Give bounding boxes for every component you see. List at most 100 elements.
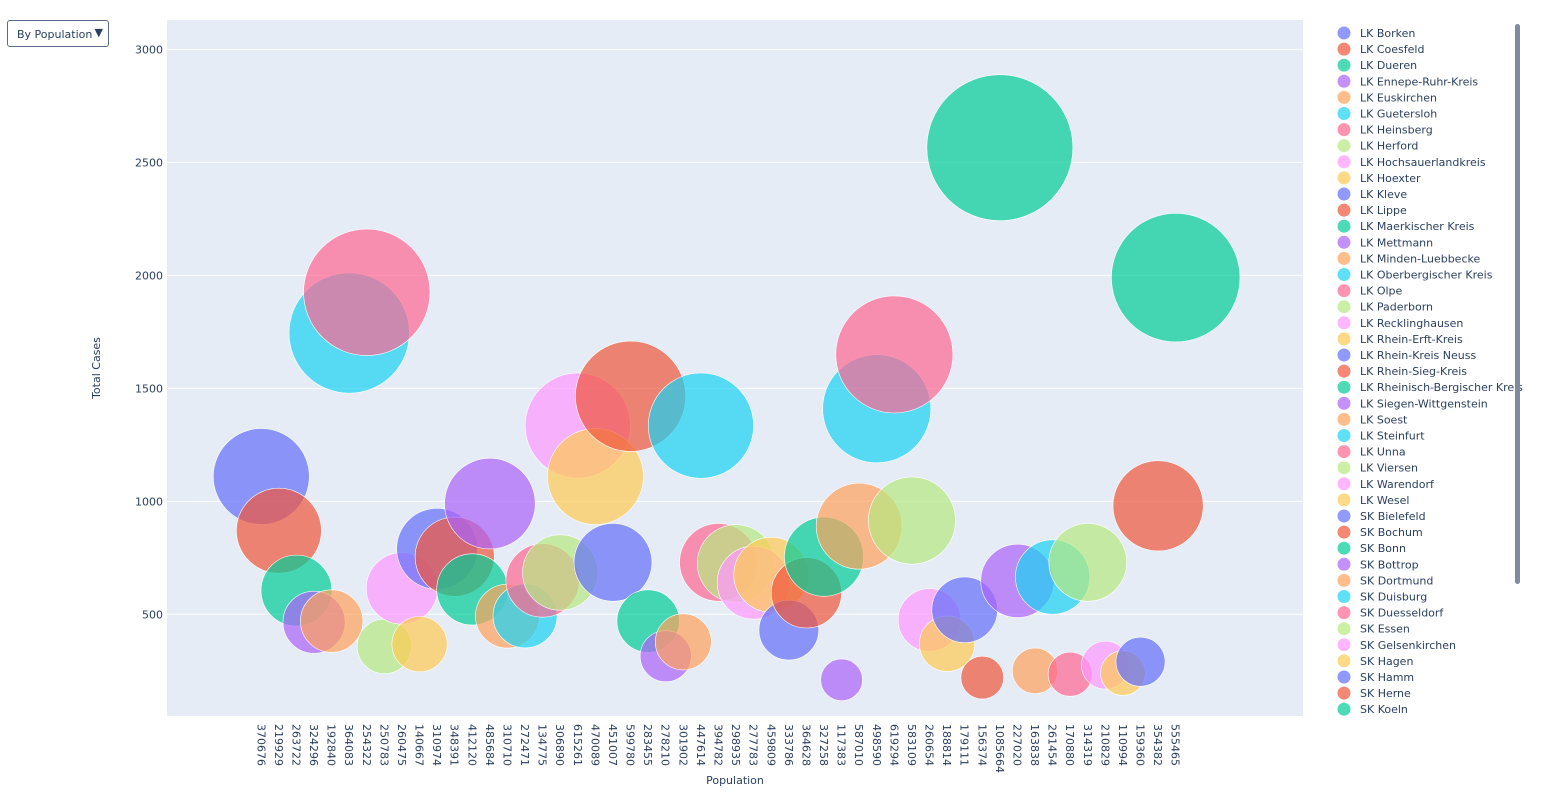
x-tick-label: 170880	[1063, 724, 1076, 766]
legend-marker	[1337, 493, 1351, 507]
x-tick-label: 272471	[518, 724, 531, 766]
legend-item[interactable]: LK Warendorf	[1360, 478, 1435, 491]
x-tick-label: 615261	[571, 724, 584, 766]
x-tick-label: 261454	[1046, 724, 1059, 766]
legend-item[interactable]: LK Rhein-Sieg-Kreis	[1360, 365, 1467, 378]
x-tick-label: 260475	[395, 724, 408, 766]
legend-item[interactable]: SK Duesseldorf	[1360, 607, 1444, 620]
legend-item[interactable]: LK Hochsauerlandkreis	[1360, 156, 1486, 169]
x-tick-label: 333786	[782, 724, 795, 766]
x-tick-label: 301902	[676, 724, 689, 766]
x-tick-label: 599780	[624, 724, 637, 766]
x-tick-label: 227020	[1010, 724, 1023, 766]
x-tick-label: 219929	[272, 724, 285, 766]
legend-item[interactable]: LK Siegen-Wittgenstein	[1360, 397, 1488, 410]
legend-item[interactable]: LK Borken	[1360, 27, 1415, 40]
legend-item[interactable]: SK Hamm	[1360, 671, 1414, 684]
legend-marker	[1337, 219, 1351, 233]
legend-marker	[1337, 123, 1351, 137]
legend-item[interactable]: LK Herford	[1360, 140, 1418, 153]
legend-item[interactable]: LK Recklinghausen	[1360, 317, 1463, 330]
x-tick-label: 583109	[905, 724, 918, 766]
x-tick-label: 619294	[887, 724, 900, 766]
legend-marker	[1337, 622, 1351, 636]
legend-marker	[1337, 332, 1351, 346]
x-tick-label: 298935	[729, 724, 742, 766]
legend-item[interactable]: SK Bielefeld	[1360, 510, 1426, 523]
bubble-point	[391, 616, 448, 673]
legend-marker	[1337, 90, 1351, 104]
legend-item[interactable]: LK Rhein-Erft-Kreis	[1360, 333, 1463, 346]
legend-item[interactable]: LK Rheinisch-Bergischer Kreis	[1360, 381, 1523, 394]
bubble-point	[655, 613, 712, 671]
y-tick-label: 2000	[135, 269, 163, 282]
legend-item[interactable]: LK Coesfeld	[1360, 43, 1424, 56]
legend-item[interactable]: LK Lippe	[1360, 204, 1407, 217]
bubble-point	[573, 523, 653, 602]
legend-item[interactable]: LK Hoexter	[1360, 172, 1421, 185]
x-tick-label: 324296	[307, 724, 320, 766]
legend-item[interactable]: LK Maerkischer Kreis	[1360, 220, 1475, 233]
legend-marker	[1337, 42, 1351, 56]
x-tick-label: 179111	[958, 724, 971, 766]
legend-item[interactable]: SK Hagen	[1360, 655, 1413, 668]
legend-item[interactable]: LK Rhein-Kreis Neuss	[1360, 349, 1476, 362]
legend-item[interactable]: LK Viersen	[1360, 462, 1418, 475]
x-tick-label: 260654	[923, 724, 936, 766]
legend-item[interactable]: SK Gelsenkirchen	[1360, 639, 1456, 652]
sort-dropdown[interactable]: By Population ▼	[7, 20, 109, 47]
bubble-point	[444, 457, 536, 550]
legend-marker	[1337, 525, 1351, 539]
legend-item[interactable]: LK Guetersloh	[1360, 108, 1437, 121]
legend-item[interactable]: LK Heinsberg	[1360, 124, 1433, 137]
x-tick-label: 140667	[413, 724, 426, 766]
legend-marker	[1337, 139, 1351, 153]
legend-item[interactable]: LK Mettmann	[1360, 236, 1433, 249]
x-tick-label: 277783	[747, 724, 760, 766]
legend-item[interactable]: SK Dortmund	[1360, 574, 1433, 587]
y-axis-title: Total Cases	[90, 337, 103, 400]
x-tick-label: 394782	[712, 724, 725, 766]
x-tick-label: 498590	[870, 724, 883, 766]
legend-item[interactable]: LK Dueren	[1360, 59, 1417, 72]
x-tick-label: 254322	[360, 724, 373, 766]
legend-item[interactable]: SK Koeln	[1360, 703, 1408, 716]
legend-item[interactable]: LK Minden-Luebbecke	[1360, 252, 1480, 265]
legend-marker	[1337, 396, 1351, 410]
legend-item[interactable]: LK Kleve	[1360, 188, 1407, 201]
legend-item[interactable]: SK Bottrop	[1360, 558, 1419, 571]
legend-marker	[1337, 412, 1351, 426]
legend-marker	[1337, 171, 1351, 185]
x-tick-label: 306890	[553, 724, 566, 766]
bubble-point	[960, 655, 1004, 700]
x-tick-label: 117383	[835, 724, 848, 766]
legend-item[interactable]: LK Ennepe-Ruhr-Kreis	[1360, 75, 1478, 88]
legend-item[interactable]: LK Wesel	[1360, 494, 1409, 507]
legend-item[interactable]: SK Essen	[1360, 623, 1410, 636]
x-tick-label: 110994	[1116, 724, 1129, 766]
x-tick-label: 283455	[641, 724, 654, 766]
legend-marker	[1337, 268, 1351, 281]
legend-item[interactable]: SK Bonn	[1360, 542, 1406, 555]
legend-item[interactable]: LK Olpe	[1360, 285, 1403, 298]
bubble-point	[300, 589, 364, 653]
legend-item[interactable]: LK Steinfurt	[1360, 430, 1425, 443]
legend-item[interactable]: SK Herne	[1360, 687, 1411, 700]
legend-marker	[1337, 702, 1351, 716]
x-tick-label: 1085664	[993, 724, 1006, 773]
legend-item[interactable]: LK Euskirchen	[1360, 91, 1437, 104]
legend-item[interactable]: LK Unna	[1360, 446, 1406, 459]
x-tick-label: 370676	[254, 724, 267, 766]
legend-marker	[1337, 316, 1351, 330]
legend-item[interactable]: LK Soest	[1360, 413, 1408, 426]
legend-scrollbar[interactable]	[1515, 24, 1520, 584]
legend-item[interactable]: LK Oberbergischer Kreis	[1360, 269, 1493, 282]
legend-marker	[1337, 541, 1351, 555]
legend-item[interactable]: SK Duisburg	[1360, 591, 1427, 604]
x-tick-label: 364628	[799, 724, 812, 766]
y-tick-label: 2500	[135, 156, 163, 169]
x-tick-label: 250783	[377, 724, 390, 766]
legend-item[interactable]: LK Paderborn	[1360, 301, 1433, 314]
legend-item[interactable]: SK Bochum	[1360, 526, 1423, 539]
